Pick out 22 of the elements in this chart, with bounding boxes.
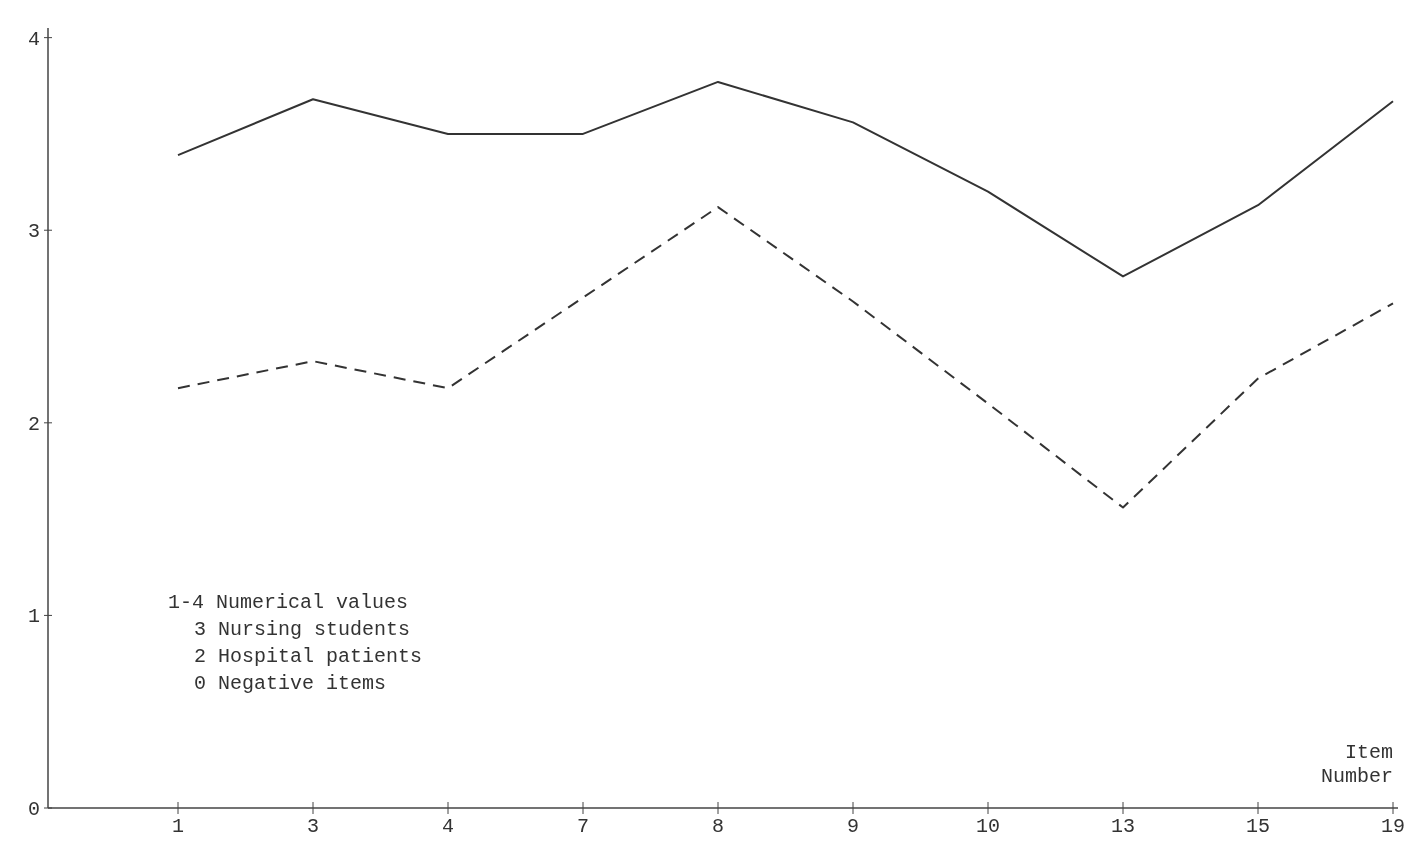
y-tick-label: 0 xyxy=(27,798,40,821)
annotation: 3 Nursing students xyxy=(194,618,411,641)
x-tick-label: 8 xyxy=(711,815,725,838)
x-tick-label: 19 xyxy=(1380,815,1406,838)
y-tick-label: 4 xyxy=(27,27,40,51)
x-tick-label: 4 xyxy=(441,815,455,838)
x-tick-label: 1 xyxy=(171,815,185,838)
x-tick-label: 3 xyxy=(306,815,320,838)
x-axis-title: Item Number xyxy=(1320,741,1393,788)
line-series xyxy=(177,80,1394,278)
x-tick-label: 9 xyxy=(846,815,860,838)
x-tick-label: 13 xyxy=(1110,815,1136,838)
x-tick-label: 7 xyxy=(576,815,590,838)
annotation: 1-4 Numerical values xyxy=(168,591,409,614)
y-tick-label: 2 xyxy=(27,412,40,436)
y-tick-label: 3 xyxy=(27,220,40,244)
y-tick-label: 1 xyxy=(27,605,40,629)
x-tick-label: 15 xyxy=(1245,815,1271,838)
annotation: 2 Hospital patients xyxy=(194,645,423,668)
x-tick-label: 10 xyxy=(975,815,1001,838)
line-series xyxy=(177,206,1394,509)
annotation: 0 Negative items xyxy=(194,672,387,695)
